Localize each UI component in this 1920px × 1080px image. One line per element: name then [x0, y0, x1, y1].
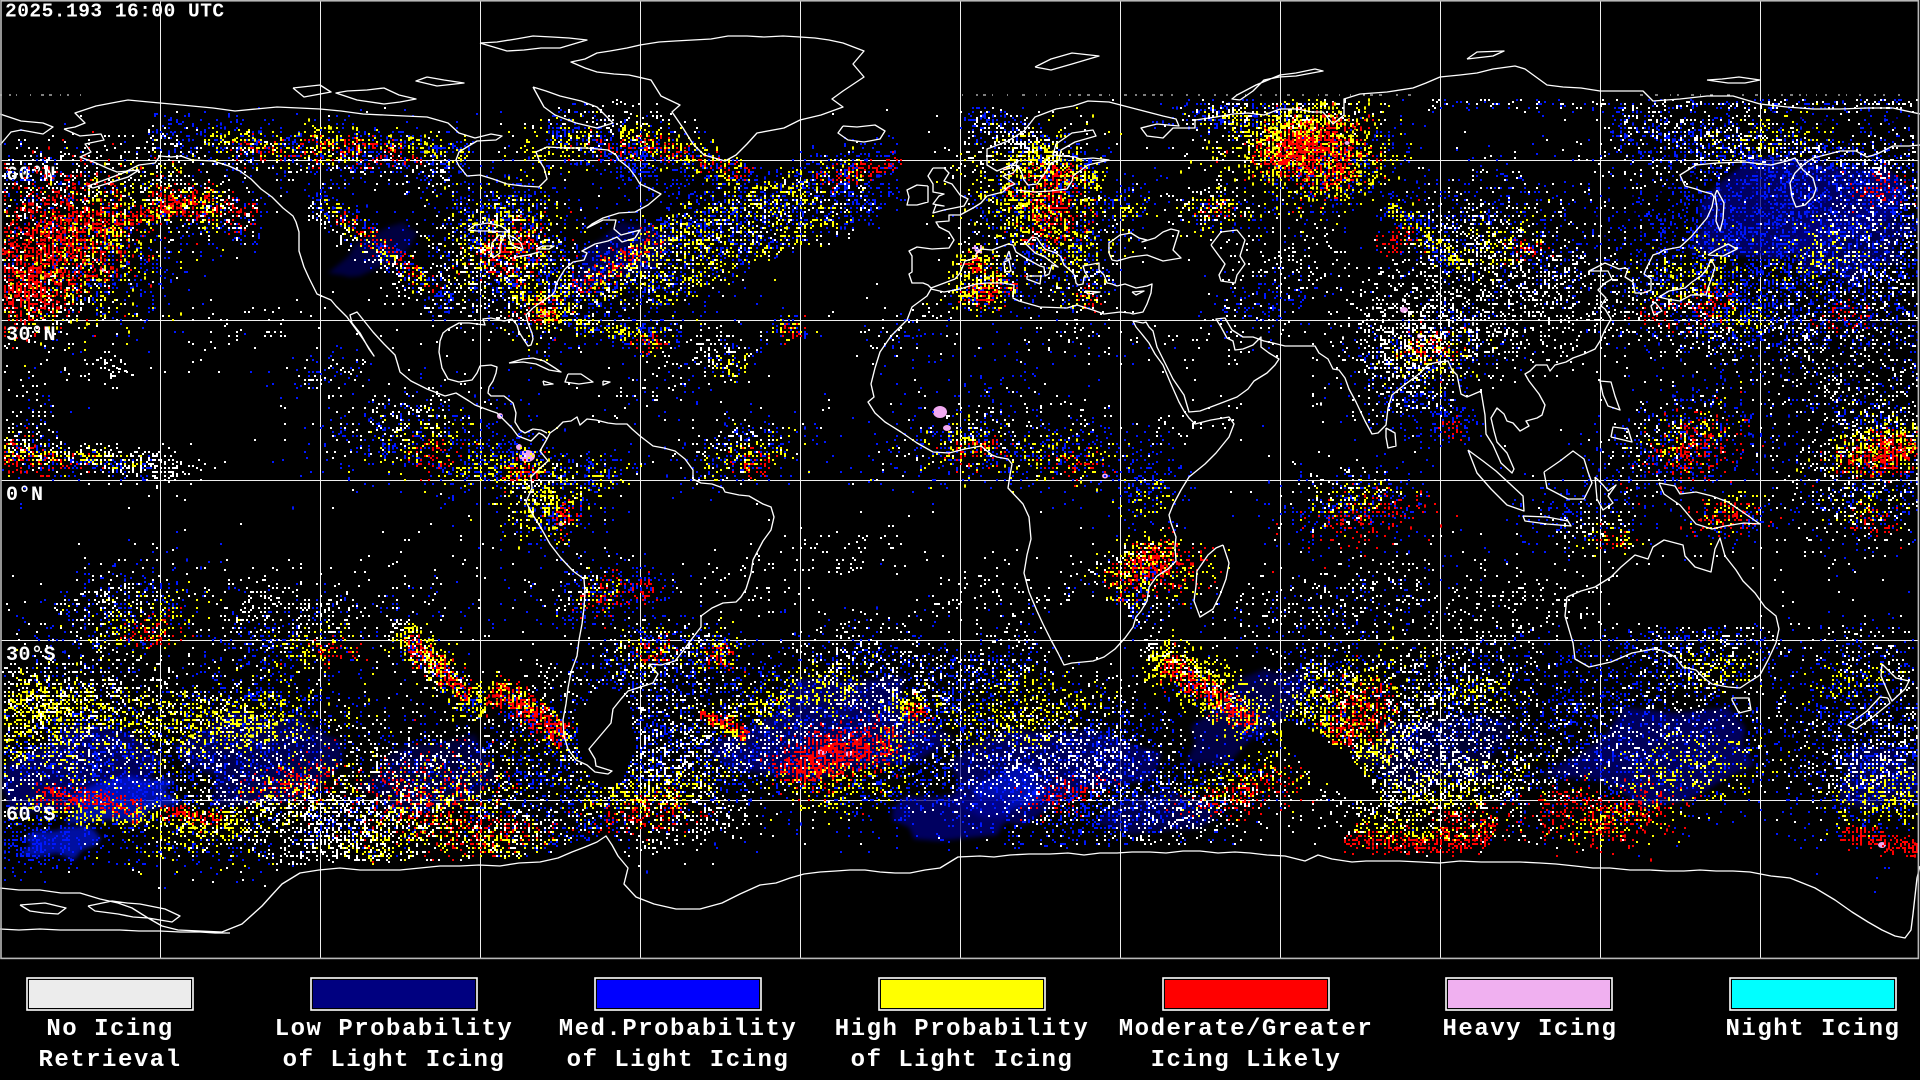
svg-text:30°N: 30°N [6, 324, 56, 347]
svg-text:Icing Likely: Icing Likely [1151, 1047, 1342, 1074]
svg-text:High Probability: High Probability [835, 1016, 1089, 1043]
svg-text:of Light Icing: of Light Icing [283, 1047, 506, 1074]
svg-text:60°S: 60°S [6, 804, 56, 827]
svg-text:Night Icing: Night Icing [1726, 1016, 1901, 1043]
svg-text:Med.Probability: Med.Probability [559, 1016, 798, 1043]
svg-text:Low Probability: Low Probability [275, 1016, 514, 1043]
svg-text:of Light Icing: of Light Icing [851, 1047, 1074, 1074]
svg-text:No Icing: No Icing [46, 1016, 173, 1043]
svg-text:0°N: 0°N [6, 484, 44, 507]
svg-text:2025.193 16:00 UTC: 2025.193 16:00 UTC [5, 1, 225, 23]
svg-text:Retrieval: Retrieval [38, 1047, 181, 1074]
svg-text:of Light Icing: of Light Icing [567, 1047, 790, 1074]
svg-text:30°S: 30°S [6, 644, 56, 667]
svg-text:Heavy Icing: Heavy Icing [1443, 1016, 1618, 1043]
svg-text:Moderate/Greater: Moderate/Greater [1119, 1016, 1373, 1043]
